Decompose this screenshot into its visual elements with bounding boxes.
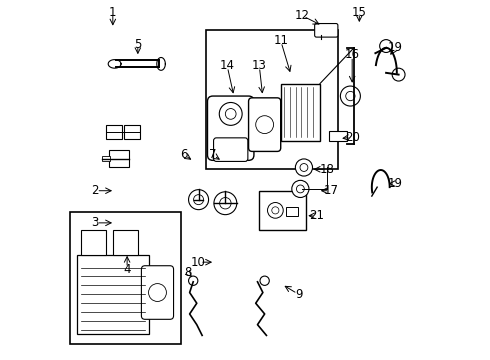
FancyBboxPatch shape xyxy=(142,266,173,319)
Text: 2: 2 xyxy=(91,184,98,197)
Circle shape xyxy=(268,203,283,218)
Circle shape xyxy=(260,276,270,285)
Circle shape xyxy=(189,276,198,285)
Circle shape xyxy=(256,116,273,134)
Bar xyxy=(113,230,138,255)
Text: 14: 14 xyxy=(220,59,235,72)
Text: 13: 13 xyxy=(252,59,267,72)
Text: 10: 10 xyxy=(191,256,206,269)
Text: 6: 6 xyxy=(180,148,188,162)
Circle shape xyxy=(225,109,236,119)
Text: 3: 3 xyxy=(91,216,98,229)
Bar xyxy=(81,230,106,255)
Text: 7: 7 xyxy=(209,148,217,162)
Text: 21: 21 xyxy=(309,209,324,222)
Text: 5: 5 xyxy=(134,38,142,51)
Circle shape xyxy=(392,68,405,81)
Circle shape xyxy=(296,185,304,193)
Bar xyxy=(109,150,129,167)
Text: 15: 15 xyxy=(352,6,367,19)
Circle shape xyxy=(220,103,242,125)
Bar xyxy=(102,156,110,161)
Circle shape xyxy=(300,163,308,171)
Text: 18: 18 xyxy=(319,163,335,176)
Text: 16: 16 xyxy=(344,49,360,62)
Circle shape xyxy=(214,192,237,215)
Text: 8: 8 xyxy=(184,266,192,279)
Text: 20: 20 xyxy=(345,131,360,144)
Text: 17: 17 xyxy=(323,184,338,197)
Circle shape xyxy=(295,159,313,176)
Text: 11: 11 xyxy=(273,34,288,47)
Circle shape xyxy=(194,195,203,204)
Text: 19: 19 xyxy=(388,177,402,190)
FancyBboxPatch shape xyxy=(207,96,254,160)
Circle shape xyxy=(346,91,355,101)
Circle shape xyxy=(148,284,167,301)
Circle shape xyxy=(341,86,360,106)
Text: 1: 1 xyxy=(109,6,117,19)
Text: 19: 19 xyxy=(388,41,402,54)
Bar xyxy=(77,255,148,334)
Bar xyxy=(329,131,347,141)
Circle shape xyxy=(189,190,209,210)
Bar xyxy=(106,125,122,139)
Bar xyxy=(281,84,320,141)
Bar xyxy=(206,30,338,169)
Circle shape xyxy=(220,198,231,209)
Circle shape xyxy=(292,180,309,198)
Circle shape xyxy=(380,40,392,53)
Bar xyxy=(70,212,181,344)
Circle shape xyxy=(272,207,279,214)
Text: 12: 12 xyxy=(294,9,310,22)
Bar xyxy=(259,191,306,230)
Bar xyxy=(123,125,140,139)
FancyBboxPatch shape xyxy=(248,98,281,152)
Text: 9: 9 xyxy=(295,288,302,301)
FancyBboxPatch shape xyxy=(315,23,338,37)
FancyBboxPatch shape xyxy=(214,138,248,161)
Bar xyxy=(286,207,297,216)
Text: 4: 4 xyxy=(123,263,131,276)
